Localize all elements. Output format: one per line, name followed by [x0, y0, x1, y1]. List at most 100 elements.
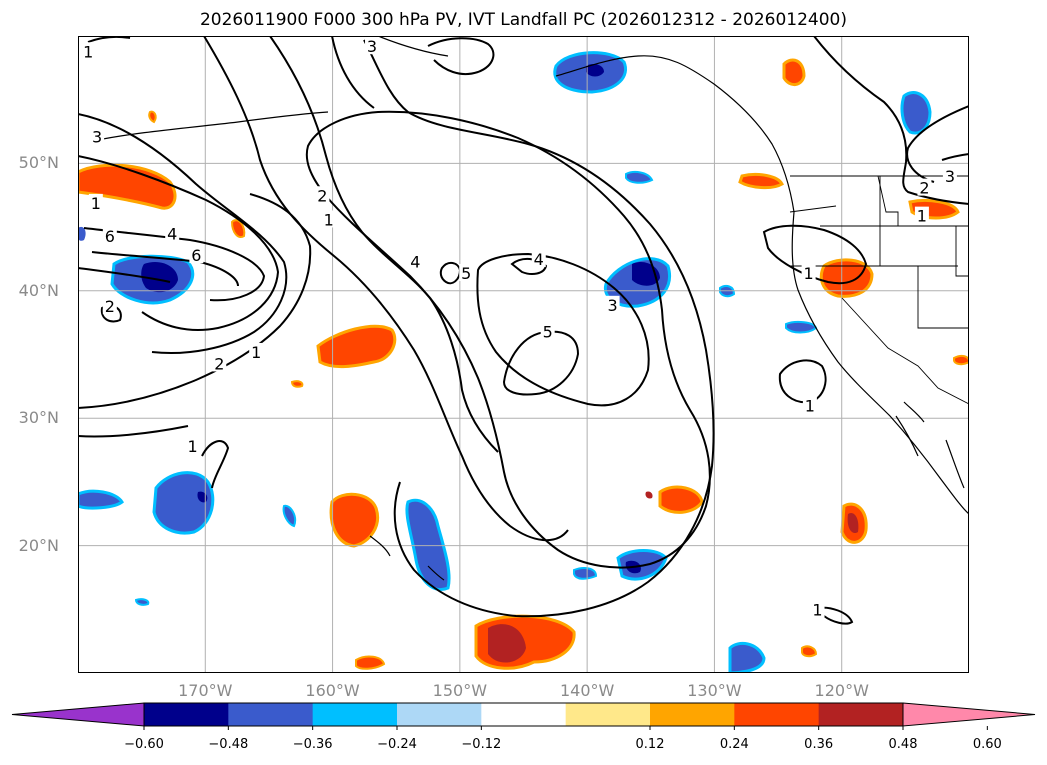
contour-label-bg	[365, 37, 380, 55]
positive-anomaly-patch	[847, 512, 859, 534]
colorbar-tick-label: −0.24	[377, 737, 417, 752]
lon-tick-label: 130°W	[687, 681, 742, 700]
negative-anomaly-patch	[728, 641, 766, 673]
contour-label-bg	[165, 224, 180, 242]
colorbar-tick-label: 0.48	[888, 737, 918, 752]
figure-title: 2026011900 F000 300 hPa PV, IVT Landfall…	[199, 10, 847, 30]
contour-label: 2	[919, 179, 929, 198]
colorbar-segment	[481, 703, 567, 726]
colorbar-segments	[11, 702, 1036, 730]
colorbar-outline	[143, 702, 904, 727]
contour-label: 1	[83, 42, 93, 61]
positive-anomaly-patch	[355, 655, 386, 670]
negative-anomaly-patch	[282, 504, 296, 528]
contour-label-bg	[102, 297, 117, 315]
contour-label: 4	[534, 250, 544, 269]
positive-anomaly-patch	[658, 485, 704, 514]
pv-shading-layer	[78, 51, 969, 673]
contour-label-bg	[605, 295, 620, 313]
colorbar-tick-label: 0.24	[719, 737, 749, 752]
contour-label-bg	[801, 263, 816, 281]
contour-label-bg	[102, 227, 117, 245]
negative-anomaly-patch	[141, 261, 178, 293]
colorbar-tick-label: −0.12	[461, 737, 502, 752]
contour-label: 3	[608, 296, 618, 315]
negative-anomaly-patch	[573, 567, 598, 580]
positive-anomaly-patch	[801, 645, 818, 658]
colorbar-extend-high	[902, 702, 1036, 727]
contour-label-bg	[459, 263, 474, 281]
contour-label: 1	[917, 207, 927, 226]
contour-label: 2	[317, 186, 327, 205]
map-frame	[78, 36, 969, 673]
contour-label-bg	[917, 178, 932, 196]
lon-tick-label: 140°W	[559, 681, 615, 700]
contour-label: 2	[214, 354, 224, 373]
negative-anomaly-patch	[785, 320, 818, 334]
positive-anomaly-patch	[230, 219, 246, 238]
contour-label: 5	[543, 323, 553, 342]
contour-label: 1	[812, 600, 822, 619]
contour-label: 5	[461, 264, 471, 283]
colorbar-tick-label: −0.36	[292, 737, 333, 752]
contour-label-bg	[942, 167, 957, 185]
positive-anomaly-patch	[782, 58, 806, 86]
contour-label: 1	[251, 343, 261, 362]
colorbar-segment	[818, 703, 904, 726]
positive-anomaly-patch	[78, 163, 177, 210]
colorbar-segment	[144, 703, 229, 726]
colorbar-tick-label: 0.12	[635, 737, 665, 752]
positive-anomaly-patch	[329, 492, 379, 548]
negative-anomaly-patch	[586, 64, 604, 77]
contour-label: 4	[410, 252, 420, 271]
positive-anomaly-patch	[488, 624, 526, 663]
positive-anomaly-patch	[953, 354, 969, 366]
positive-anomaly-patch	[738, 172, 784, 190]
negative-anomaly-patch	[900, 91, 932, 135]
contour-label-bg	[914, 206, 929, 224]
contour-label: 6	[191, 246, 201, 265]
negative-anomaly-patch	[625, 171, 654, 184]
colorbar-segment	[734, 703, 820, 726]
contour-label: 1	[324, 210, 334, 229]
contour-label: 1	[91, 194, 101, 213]
state-borders	[789, 175, 969, 405]
colorbar-segment	[228, 703, 314, 726]
contour-label-bg	[212, 354, 227, 372]
lat-tick-label: 40°N	[18, 280, 59, 300]
colorbar-extend-low	[11, 702, 145, 727]
contour-label-bg	[315, 186, 330, 204]
contour-label: 1	[804, 264, 814, 283]
contour-label: 3	[92, 128, 102, 147]
contour-label: 2	[105, 297, 115, 316]
contour-label-bg	[189, 246, 204, 264]
contour-label-bg	[321, 210, 336, 228]
positive-anomaly-patch	[645, 491, 653, 499]
negative-anomaly-patch	[78, 226, 86, 241]
coastlines	[97, 36, 969, 581]
colorbar-tick-label: −0.60	[124, 737, 164, 752]
negative-anomaly-patch	[152, 471, 215, 535]
colorbar-tick-label: 0.36	[804, 737, 834, 752]
negative-anomaly-patch	[134, 598, 150, 606]
lat-tick-label: 50°N	[18, 153, 59, 173]
lon-tick-label: 150°W	[432, 681, 488, 700]
contour-label-bg	[90, 127, 105, 145]
contour-label-bg	[249, 342, 264, 360]
contour-label: 3	[945, 167, 955, 186]
contour-label: 1	[805, 396, 815, 415]
positive-anomaly-patch	[819, 258, 874, 298]
contour-label-bg	[802, 396, 817, 414]
lon-tick-label: 120°W	[814, 681, 869, 700]
colorbar-segment	[312, 703, 398, 726]
lon-tick-label: 170°W	[178, 681, 233, 700]
positive-anomaly-patch	[316, 324, 397, 369]
colorbar-tick-label: −0.48	[208, 737, 249, 752]
contour-label: 1	[187, 437, 197, 456]
negative-anomaly-patch	[405, 498, 451, 591]
contour-label-bg	[408, 252, 423, 270]
contour-label-bg	[88, 193, 103, 211]
pv-contour-layer	[78, 36, 969, 625]
